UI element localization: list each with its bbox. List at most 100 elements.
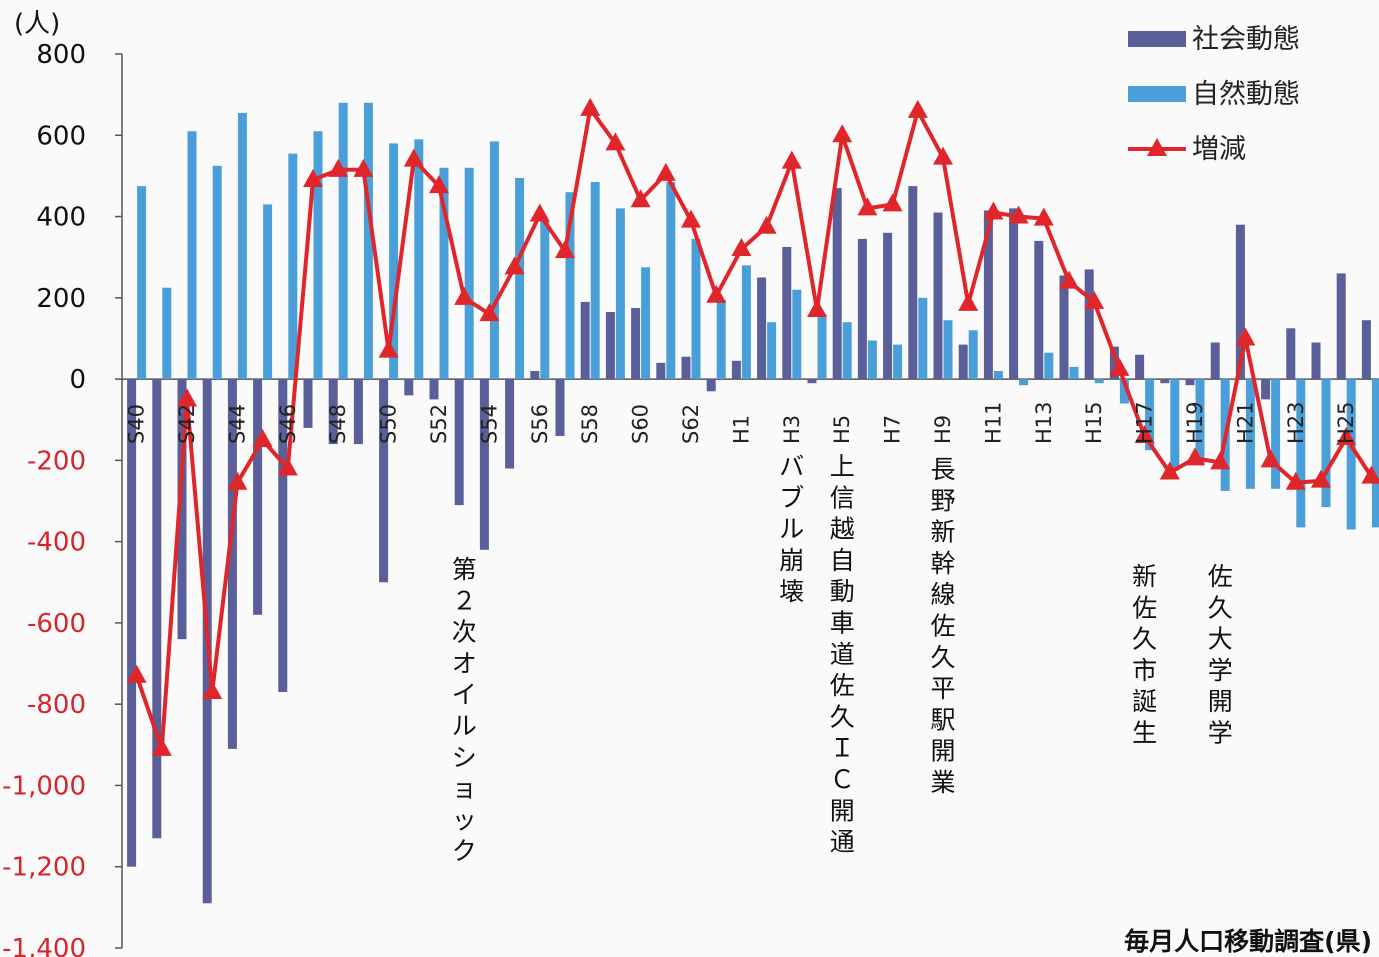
x-category-label: H25 [1334,401,1358,444]
line-point [706,284,727,303]
bar-social [883,232,893,380]
bar-natural [867,340,877,380]
line-point [983,201,1004,220]
line-point [202,680,223,699]
bars-layer [127,102,1379,904]
legend-swatch [1128,86,1186,102]
bar-natural [414,139,424,380]
bar-natural [842,322,852,380]
bar-social [152,379,162,839]
bar-social [958,344,968,380]
y-tick-label: -600 [27,609,86,639]
y-tick-label: -1,200 [2,853,86,883]
bar-natural [590,182,600,380]
bar-social [706,379,716,392]
y-unit-label: (人) [14,9,60,39]
bar-natural [565,192,575,380]
bar-natural [464,167,474,380]
bar-social [1084,269,1094,380]
bar-natural [162,287,172,380]
line-point [378,339,399,358]
bar-natural [1145,379,1155,451]
line-point [605,132,626,151]
bar-natural [187,131,197,380]
bar-social [177,379,187,640]
line-point [328,158,349,177]
bar-natural [137,186,147,380]
line-layer [126,97,1379,756]
bar-natural [1245,379,1255,489]
bar-social [479,379,489,550]
bar-social [1160,379,1170,384]
bar-natural [741,265,751,380]
bar-social [555,379,565,436]
bar-social [1286,328,1296,380]
bar-social [807,379,817,384]
bar-natural [943,320,953,380]
bar-social [605,312,615,379]
line-point [781,150,802,169]
legend-swatch [1128,31,1186,47]
bar-social [253,379,263,615]
bar-social [656,362,666,380]
bar-social [1034,240,1044,380]
bar-natural [1019,379,1029,386]
line-point [1084,290,1105,309]
annotation-label: 第２次オイルショック [452,555,477,866]
annotation-label: 佐久大学開学 [1208,562,1233,748]
y-tick-label: -1,400 [2,934,86,957]
line-point [933,146,953,165]
line-point [454,286,475,305]
line-point [1033,207,1054,226]
bar-social [908,186,918,380]
bar-natural [489,141,499,380]
x-category-label: S50 [377,404,401,444]
bar-social [1361,320,1371,380]
bar-social [1210,342,1220,380]
bar-natural [817,314,827,380]
line-point [227,471,248,490]
bar-social [580,301,590,380]
line-point [529,203,550,222]
x-category-label: S48 [326,404,350,444]
line-point [353,158,374,177]
bar-natural [1069,366,1079,380]
line-point [832,124,853,143]
line-point [1059,270,1079,289]
bar-social [429,379,439,400]
bar-social [328,379,338,445]
x-category-label: S42 [175,404,199,444]
bar-social [1109,346,1119,380]
bar-social [1261,379,1271,400]
line-point [277,457,298,476]
bar-natural [439,167,449,380]
bar-social [278,379,288,692]
y-tick-label: 200 [36,284,86,314]
legend-label: 自然動態 [1192,79,1300,110]
x-category-label: H7 [881,415,905,444]
bar-natural [893,344,903,380]
bar-natural [767,322,777,380]
line-point [479,303,500,322]
y-tick-label: 600 [36,121,86,151]
bar-social [127,379,137,867]
x-category-label: H17 [1133,401,1157,444]
bar-social [1336,273,1346,380]
bar-social [681,356,691,379]
bar-social [353,379,363,445]
bar-social [983,210,993,379]
line-point [958,292,979,311]
line-point [681,209,701,228]
bar-social [227,379,237,749]
x-category-label: S40 [125,404,149,444]
x-category-label: S44 [225,404,249,444]
line-point [1159,461,1180,480]
line-point [1134,424,1155,443]
line-point [1109,357,1130,376]
legend-swatch-marker [1147,138,1167,156]
line-point [857,197,878,216]
bar-natural [615,208,625,380]
line-point [252,429,273,448]
